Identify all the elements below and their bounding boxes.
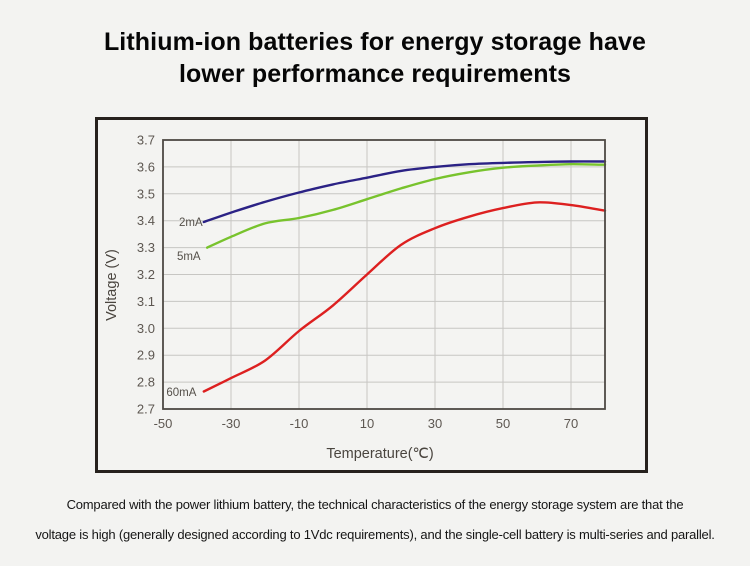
x-tick-label: 10 bbox=[360, 416, 374, 431]
plot-frame bbox=[162, 139, 606, 410]
x-tick-label: -10 bbox=[290, 416, 309, 431]
x-axis-title: Temperature(℃) bbox=[326, 446, 433, 462]
caption: Compared with the power lithium battery,… bbox=[0, 490, 750, 550]
y-tick-label: 3.2 bbox=[137, 267, 155, 282]
page-title: Lithium-ion batteries for energy storage… bbox=[0, 26, 750, 90]
y-tick-label: 2.8 bbox=[137, 375, 155, 390]
series-line-60mA bbox=[202, 201, 607, 393]
y-axis-title: Voltage (V) bbox=[104, 249, 120, 321]
page-title-line-2: lower performance requirements bbox=[178, 60, 571, 88]
series-line-5mA bbox=[206, 162, 607, 249]
y-tick-label: 3.5 bbox=[137, 186, 155, 201]
y-tick-label: 3.1 bbox=[137, 294, 155, 309]
y-tick-label: 2.9 bbox=[137, 348, 155, 363]
caption-line-2: voltage is high (generally designed acco… bbox=[35, 527, 715, 542]
y-tick-label: 3.0 bbox=[137, 321, 155, 336]
x-tick-label: 30 bbox=[428, 416, 442, 431]
series-label-60mA: 60mA bbox=[166, 387, 196, 399]
series-line-2mA bbox=[202, 160, 607, 224]
y-tick-label: 3.6 bbox=[137, 159, 155, 174]
y-tick-label: 3.7 bbox=[137, 133, 155, 148]
x-tick-label: 70 bbox=[564, 416, 578, 431]
x-tick-label: 50 bbox=[496, 416, 510, 431]
series-label-5mA: 5mA bbox=[177, 251, 201, 263]
y-tick-label: 2.7 bbox=[137, 402, 155, 417]
caption-line-1: Compared with the power lithium battery,… bbox=[66, 497, 684, 512]
page-title-line-1: Lithium-ion batteries for energy storage… bbox=[103, 28, 647, 56]
x-tick-label: -50 bbox=[154, 416, 173, 431]
y-tick-label: 3.4 bbox=[137, 213, 155, 228]
x-tick-label: -30 bbox=[222, 416, 241, 431]
voltage-temperature-chart: 2mA 5mA 60mA -50 -30 -10 10 30 50 70 2.7 2.8 2.9 3.0 3… bbox=[104, 133, 607, 462]
series-label-2mA: 2mA bbox=[179, 217, 203, 229]
chart-container: 2mA 5mA 60mA -50 -30 -10 10 30 50 70 2.7 2.8 2.9 3.0 3… bbox=[95, 117, 648, 473]
y-tick-label: 3.3 bbox=[137, 240, 155, 255]
